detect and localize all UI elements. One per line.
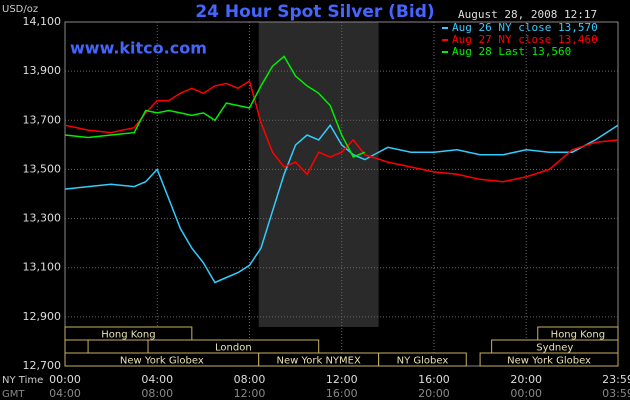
session-label: NY Globex xyxy=(397,356,449,367)
session-label: Hong Kong xyxy=(551,330,605,341)
y-tick-label: 12,900 xyxy=(23,310,62,323)
session-label: London xyxy=(215,343,252,354)
legend-label: Aug 28 Last 13,560 xyxy=(452,45,571,58)
y-tick-label: 12,700 xyxy=(23,359,62,372)
session-label: New York Globex xyxy=(120,356,204,367)
x-tick-label: 16:00 xyxy=(418,373,450,386)
session-label: Hong Kong xyxy=(101,330,155,341)
series-line xyxy=(64,79,619,183)
y-tick-label: 13,900 xyxy=(23,64,62,77)
gmt-tick-label: 04:00 xyxy=(49,387,81,400)
y-tick-label: 13,700 xyxy=(23,113,62,126)
y-tick-label: 13,300 xyxy=(23,212,62,225)
legend-label: Aug 27 NY close 13,460 xyxy=(452,33,598,46)
y-tick-label: 13,500 xyxy=(23,162,62,175)
x-tick-label: 23:59 xyxy=(602,373,630,386)
gmt-tick-label: 20:00 xyxy=(418,387,450,400)
gmt-tick-label: 00:00 xyxy=(510,387,542,400)
session-label: New York Globex xyxy=(507,356,591,367)
timestamp: August 28, 2008 12:17 xyxy=(458,8,597,21)
session-shade xyxy=(258,22,379,327)
session-label: Sydney xyxy=(536,343,573,354)
gmt-tick-label: 16:00 xyxy=(326,387,358,400)
x-row-label: NY Time xyxy=(2,375,43,386)
x-tick-label: 00:00 xyxy=(49,373,81,386)
session-box xyxy=(64,326,193,341)
gmt-tick-label: 03:59 xyxy=(602,387,630,400)
legend-label: Aug 26 NY close 13,570 xyxy=(452,21,598,34)
session-box xyxy=(64,339,89,354)
session-box xyxy=(378,352,467,367)
y-tick-label: 13,100 xyxy=(23,261,62,274)
session-box xyxy=(479,352,619,367)
watermark: www.kitco.com xyxy=(70,39,207,58)
y-tick-label: 14,100 xyxy=(23,15,62,28)
x-tick-label: 08:00 xyxy=(234,373,266,386)
x-tick-label: 04:00 xyxy=(141,373,173,386)
x-tick-label: 12:00 xyxy=(326,373,358,386)
session-label: New York NYMEX xyxy=(276,356,361,367)
gmt-tick-label: 12:00 xyxy=(234,387,266,400)
gmt-tick-label: 08:00 xyxy=(141,387,173,400)
series-line xyxy=(64,55,366,159)
chart-title: 24 Hour Spot Silver (Bid) xyxy=(195,2,434,22)
y-axis-label: USD/oz xyxy=(2,4,38,15)
x-tick-label: 20:00 xyxy=(510,373,542,386)
series-line xyxy=(64,123,619,284)
x-row-label: GMT xyxy=(2,389,25,400)
